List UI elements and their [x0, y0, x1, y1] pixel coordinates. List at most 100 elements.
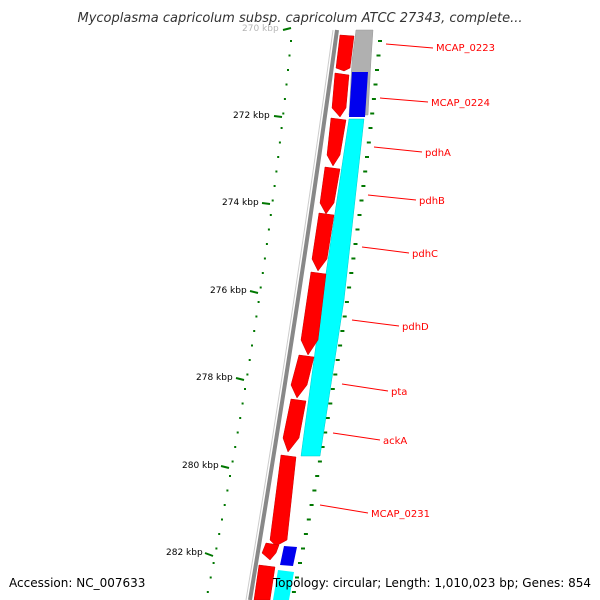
gc-dot	[366, 141, 371, 144]
tick-label-278: 278 kbp	[196, 373, 233, 383]
gc-dot	[226, 489, 229, 492]
tick-mark	[204, 552, 214, 557]
gc-dot	[312, 489, 317, 492]
gc-dot	[371, 98, 376, 100]
leader-pta	[341, 383, 389, 392]
accession-text: Accession: NC_007633	[9, 576, 145, 590]
tick-label-270: 270 kbp	[242, 24, 279, 34]
tick-mark	[235, 377, 245, 381]
tick-mark	[282, 27, 292, 31]
gc-dot	[236, 431, 239, 434]
cog-block-cyan-2	[273, 570, 294, 600]
gene-arrow-pdhD	[300, 271, 327, 356]
gc-dot	[344, 301, 349, 303]
gene-label-pdhC: pdhC	[412, 249, 438, 260]
gc-dot	[221, 518, 223, 521]
leader-pdhD	[351, 319, 400, 327]
gene-arrow-pdhA	[326, 117, 347, 167]
gc-dot	[349, 272, 354, 274]
gene-arrow-MCAP_0223	[335, 34, 355, 72]
gc-dot	[261, 272, 264, 274]
gc-dot	[330, 388, 335, 390]
gc-dot	[320, 446, 325, 448]
gc-dot	[309, 504, 314, 506]
gene-label-MCAP_0223: MCAP_0223	[436, 43, 495, 54]
gc-dot	[231, 460, 234, 463]
backbone-arc	[248, 29, 339, 600]
gc-dot	[246, 373, 249, 376]
gc-dot	[306, 518, 311, 521]
gene-leaders	[319, 43, 434, 514]
backbone-arc-inner	[245, 29, 334, 600]
gc-dot	[251, 344, 253, 347]
gene-arrow-ackA	[282, 398, 307, 453]
gc-dot	[315, 475, 320, 477]
gc-dot	[253, 330, 256, 332]
gc-dot	[340, 330, 345, 332]
gc-content-track	[206, 40, 292, 593]
gc-dot	[288, 54, 291, 57]
gene-label-MCAP_0231: MCAP_0231	[371, 509, 430, 520]
tick-label-274: 274 kbp	[222, 198, 259, 208]
gc-dot	[223, 504, 226, 506]
gc-dot	[265, 243, 268, 245]
gc-dot	[239, 417, 242, 419]
gc-dot	[361, 185, 366, 187]
leader-MCAP_0224	[379, 97, 429, 103]
tick-label-280: 280 kbp	[182, 461, 219, 471]
gene-arrow-pdhC	[311, 212, 335, 272]
gc-dot	[365, 156, 369, 158]
gene-arrow-pta	[290, 354, 315, 399]
gc-dot	[325, 417, 330, 419]
gc-dot	[317, 460, 322, 463]
gc-dot	[328, 402, 333, 405]
gc-dot	[359, 199, 364, 202]
gene-arrow-pdhB	[319, 166, 341, 215]
gc-skew-track	[291, 40, 382, 593]
gc-dot	[244, 388, 246, 390]
leader-pdhA	[373, 146, 423, 153]
gc-dot	[259, 286, 262, 289]
gc-dot	[273, 185, 276, 187]
gc-dot	[298, 562, 302, 564]
gc-dot	[355, 228, 360, 231]
gc-dot	[209, 576, 212, 579]
cds-track	[253, 34, 355, 600]
gc-dot	[275, 170, 278, 173]
gc-dot	[280, 127, 283, 129]
gc-dot	[333, 373, 338, 376]
leader-pdhB	[367, 194, 417, 201]
leader-MCAP_0231	[319, 504, 369, 514]
gc-dot	[335, 359, 340, 361]
gc-dot	[282, 112, 285, 115]
leader-ackA	[332, 432, 381, 441]
gc-dot	[323, 431, 328, 434]
gc-dot	[234, 446, 237, 448]
tick-mark	[261, 202, 271, 205]
gc-dot	[376, 54, 381, 57]
gc-dot	[373, 83, 378, 86]
gc-dot	[206, 591, 209, 593]
gc-dot	[353, 243, 358, 245]
tick-label-272: 272 kbp	[233, 111, 270, 121]
leader-MCAP_0223	[385, 43, 434, 49]
gc-dot	[375, 69, 379, 71]
gene-label-ackA: ackA	[383, 436, 407, 447]
gc-dot	[257, 301, 260, 303]
gene-arrow-bottom	[253, 564, 276, 600]
genome-summary-text: Topology: circular; Length: 1,010,023 bp…	[272, 576, 591, 590]
cog-block-blue-2	[280, 546, 297, 566]
gene-label-pta: pta	[391, 387, 407, 398]
gc-dot	[290, 40, 292, 42]
gc-dot	[338, 344, 343, 347]
gene-label-pdhA: pdhA	[425, 148, 451, 159]
gc-dot	[363, 170, 368, 173]
map-title: Mycoplasma capricolum subsp. capricolum …	[78, 11, 523, 26]
gene-arrow-MCAP_0224	[331, 72, 350, 118]
gc-dot	[378, 40, 382, 42]
gc-dot	[212, 562, 215, 564]
gc-dot	[303, 533, 308, 535]
gc-dot	[271, 199, 274, 202]
gc-dot	[301, 547, 305, 550]
